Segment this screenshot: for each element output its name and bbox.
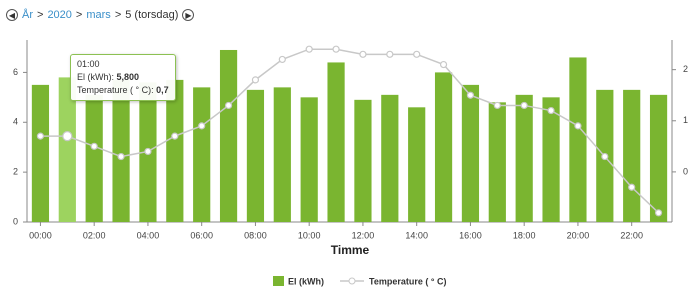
bar [354, 99, 372, 222]
y2-tick-label: 0 [683, 166, 688, 176]
tooltip-title: 01:00 [77, 59, 100, 69]
x-tick-label: 14:00 [405, 230, 428, 240]
bar [246, 89, 265, 223]
x-tick-label: 22:00 [620, 230, 643, 240]
breadcrumb: ◀ År > 2020 > mars > 5 (torsdag) ▶ [6, 6, 195, 24]
tooltip-row: El (kWh): 5,800 [77, 71, 169, 84]
separator: > [75, 9, 83, 21]
line-point [601, 152, 609, 161]
tooltip-row: Temperature ( ° C): 0,7 [77, 84, 169, 97]
bar [31, 84, 50, 222]
bar [166, 79, 184, 222]
x-tick-label: 12:00 [352, 230, 375, 240]
x-axis-title: Timme [331, 243, 370, 257]
line-point [278, 55, 286, 64]
legend-label: El (kWh) [288, 276, 324, 286]
line-point [359, 50, 367, 58]
bar [112, 79, 130, 222]
line-point [520, 101, 528, 110]
line-point [547, 106, 555, 115]
x-tick-label: 00:00 [29, 230, 52, 240]
crumb-current: 5 (torsdag) [125, 9, 179, 21]
bar [408, 107, 426, 222]
y-tick-label: 6 [13, 67, 18, 77]
separator: > [114, 9, 122, 21]
tooltip: 01:00 El (kWh): 5,800 Temperature ( ° C)… [70, 54, 176, 101]
bar [434, 72, 453, 223]
bar [569, 57, 587, 222]
line-point [117, 152, 125, 161]
tooltip-label: El (kWh): [77, 72, 114, 82]
x-tick-label: 06:00 [190, 230, 213, 240]
bar [58, 77, 76, 222]
separator: > [37, 9, 44, 21]
bar [542, 97, 560, 222]
bar [85, 94, 103, 222]
line-point [386, 50, 394, 58]
legend-label: Temperature ( ° C) [369, 276, 446, 286]
line-point [90, 142, 98, 150]
legend-swatch [273, 276, 284, 286]
y-tick-label: 4 [13, 117, 18, 127]
x-tick-label: 18:00 [513, 230, 536, 240]
bar [327, 62, 345, 222]
line-point [36, 132, 45, 140]
line-point [171, 132, 179, 140]
next-button[interactable]: ▶ [182, 9, 195, 21]
bar [649, 94, 668, 222]
line-point [62, 131, 73, 142]
prev-button[interactable]: ◀ [6, 9, 18, 21]
bar [381, 94, 399, 222]
x-tick-label: 10:00 [298, 230, 321, 240]
x-tick-label: 16:00 [459, 230, 482, 240]
bar [219, 49, 238, 223]
bar [193, 87, 211, 222]
line-point [413, 50, 421, 58]
tooltip-value: 0,7 [156, 85, 169, 95]
y2-tick-label: 2 [683, 64, 688, 74]
bar [623, 89, 641, 223]
line-point [654, 209, 663, 217]
x-tick-label: 20:00 [567, 230, 590, 240]
line-point [466, 91, 475, 99]
legend-marker [348, 277, 356, 285]
line-point [574, 122, 582, 130]
line-point [305, 45, 313, 53]
bar [273, 87, 291, 222]
tooltip-label: Temperature ( ° C): [77, 85, 154, 95]
bar [300, 97, 318, 222]
bar [488, 102, 506, 222]
x-tick-label: 02:00 [83, 230, 106, 240]
line-point [493, 101, 501, 110]
crumb-link[interactable]: År [22, 9, 33, 21]
y2-tick-label: 1 [683, 115, 688, 125]
x-tick-label: 08:00 [244, 230, 267, 240]
line-point [332, 45, 340, 53]
crumb-link[interactable]: mars [86, 9, 111, 21]
y-tick-label: 0 [13, 216, 18, 226]
bar [461, 84, 480, 222]
line-point [251, 76, 260, 84]
y-tick-label: 2 [13, 167, 18, 177]
line-point [224, 101, 233, 110]
line-point [439, 60, 448, 69]
line-point [198, 122, 206, 130]
tooltip-value: 5,800 [116, 72, 140, 82]
bar [515, 94, 533, 222]
crumb-link[interactable]: 2020 [47, 9, 72, 21]
line [40, 48, 660, 214]
line-point [144, 147, 152, 156]
x-tick-label: 04:00 [137, 230, 160, 240]
line-point [628, 183, 636, 191]
